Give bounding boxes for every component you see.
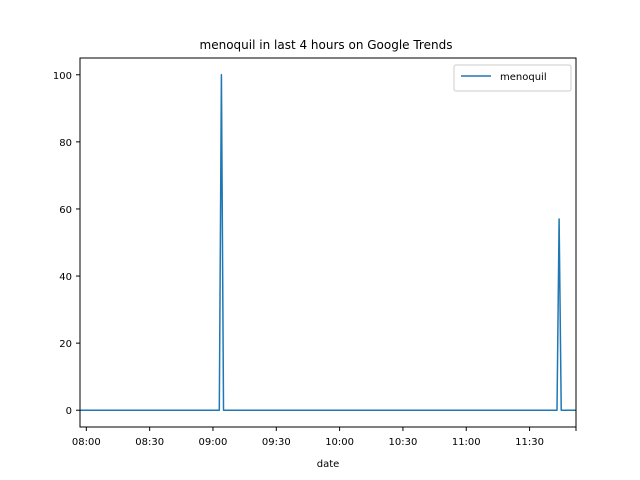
legend-series-label: menoquil bbox=[500, 72, 547, 83]
x-axis: 08:00 08:30 09:00 09:30 10:00 10:30 11:00 11:30 bbox=[72, 427, 577, 448]
plot-series bbox=[80, 74, 576, 411]
x-tick-label: 11:00 bbox=[452, 437, 481, 448]
series-line-0 bbox=[80, 74, 576, 411]
y-tick-label: 40 bbox=[59, 272, 72, 283]
plot-frame bbox=[79, 57, 577, 428]
chart-title: menoquil in last 4 hours on Google Trend… bbox=[200, 38, 453, 52]
x-tick-label: 10:00 bbox=[325, 437, 354, 448]
y-tick-label: 60 bbox=[59, 205, 72, 216]
y-tick-label: 100 bbox=[53, 71, 72, 82]
x-tick-label: 09:30 bbox=[262, 437, 291, 448]
legend: menoquil bbox=[453, 64, 572, 92]
x-tick-label: 08:00 bbox=[72, 437, 101, 448]
y-axis: 0 20 40 60 80 100 bbox=[53, 71, 80, 417]
x-tick-label: 11:30 bbox=[515, 437, 544, 448]
x-tick-label: 10:30 bbox=[389, 437, 418, 448]
y-tick-label: 20 bbox=[59, 339, 72, 350]
y-tick-label: 80 bbox=[59, 138, 72, 149]
x-tick-label: 09:00 bbox=[199, 437, 228, 448]
legend-box bbox=[453, 64, 572, 92]
x-axis-label: date bbox=[317, 459, 340, 470]
y-tick-label: 0 bbox=[66, 406, 72, 417]
x-tick-label: 08:30 bbox=[135, 437, 164, 448]
